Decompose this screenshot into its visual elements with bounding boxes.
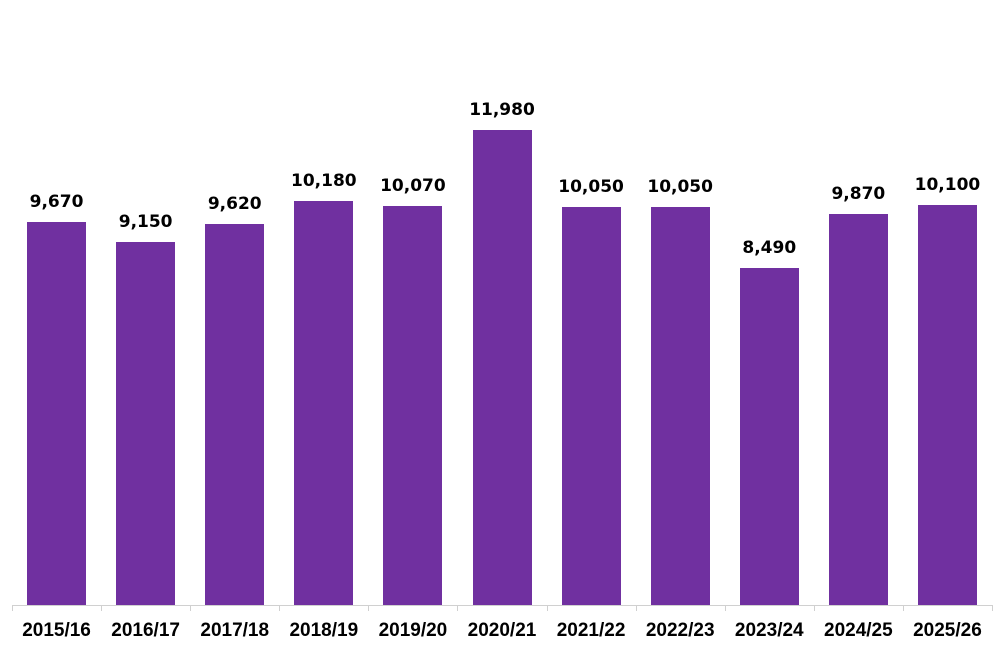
data-label: 11,980 [469, 100, 535, 120]
bar [650, 206, 710, 605]
x-axis-label: 2015/16 [22, 620, 91, 641]
x-axis-tick [190, 605, 192, 611]
x-axis-label: 2016/17 [111, 620, 180, 641]
bar [472, 130, 532, 605]
x-axis-label: 2018/19 [289, 620, 359, 641]
data-label: 10,050 [558, 176, 624, 197]
x-axis-label: 2023/24 [734, 620, 804, 641]
data-label: 10,050 [647, 176, 713, 197]
x-axis-tick [368, 605, 370, 611]
data-label: 9,670 [29, 191, 84, 212]
x-axis-tick [724, 605, 726, 611]
x-axis-label: 2021/22 [556, 620, 626, 641]
bar [27, 221, 87, 605]
bar [205, 223, 265, 605]
x-axis-tick [12, 605, 13, 611]
data-label: 10,180 [291, 171, 357, 192]
x-axis-tick [279, 605, 281, 611]
data-label: 9,150 [118, 212, 173, 233]
x-axis-label: 2020/21 [467, 620, 537, 641]
bar [828, 213, 888, 605]
x-axis-tick [992, 605, 993, 611]
data-label: 9,620 [207, 193, 262, 214]
data-label: 10,100 [914, 174, 981, 195]
x-axis-tick [902, 605, 904, 611]
x-axis-tick [457, 605, 459, 611]
x-axis-tick [546, 605, 548, 611]
x-axis-label: 2022/23 [645, 620, 715, 641]
x-axis-tick [813, 605, 815, 611]
bar [383, 205, 443, 605]
bar [294, 201, 354, 605]
x-axis-label: 2019/20 [378, 620, 448, 641]
bar [561, 206, 621, 605]
x-axis-label: 2017/18 [200, 620, 270, 641]
bar [116, 242, 176, 605]
x-axis-tick [635, 605, 637, 611]
bar [739, 268, 799, 605]
data-label: 10,070 [380, 175, 446, 196]
x-axis-label: 2024/25 [824, 620, 893, 641]
bar [917, 204, 977, 605]
x-axis-label: 2025/26 [913, 620, 982, 641]
x-axis-tick [101, 605, 103, 611]
data-label: 9,870 [831, 183, 886, 204]
x-axis-line [12, 605, 992, 606]
data-label: 8,490 [742, 238, 797, 259]
